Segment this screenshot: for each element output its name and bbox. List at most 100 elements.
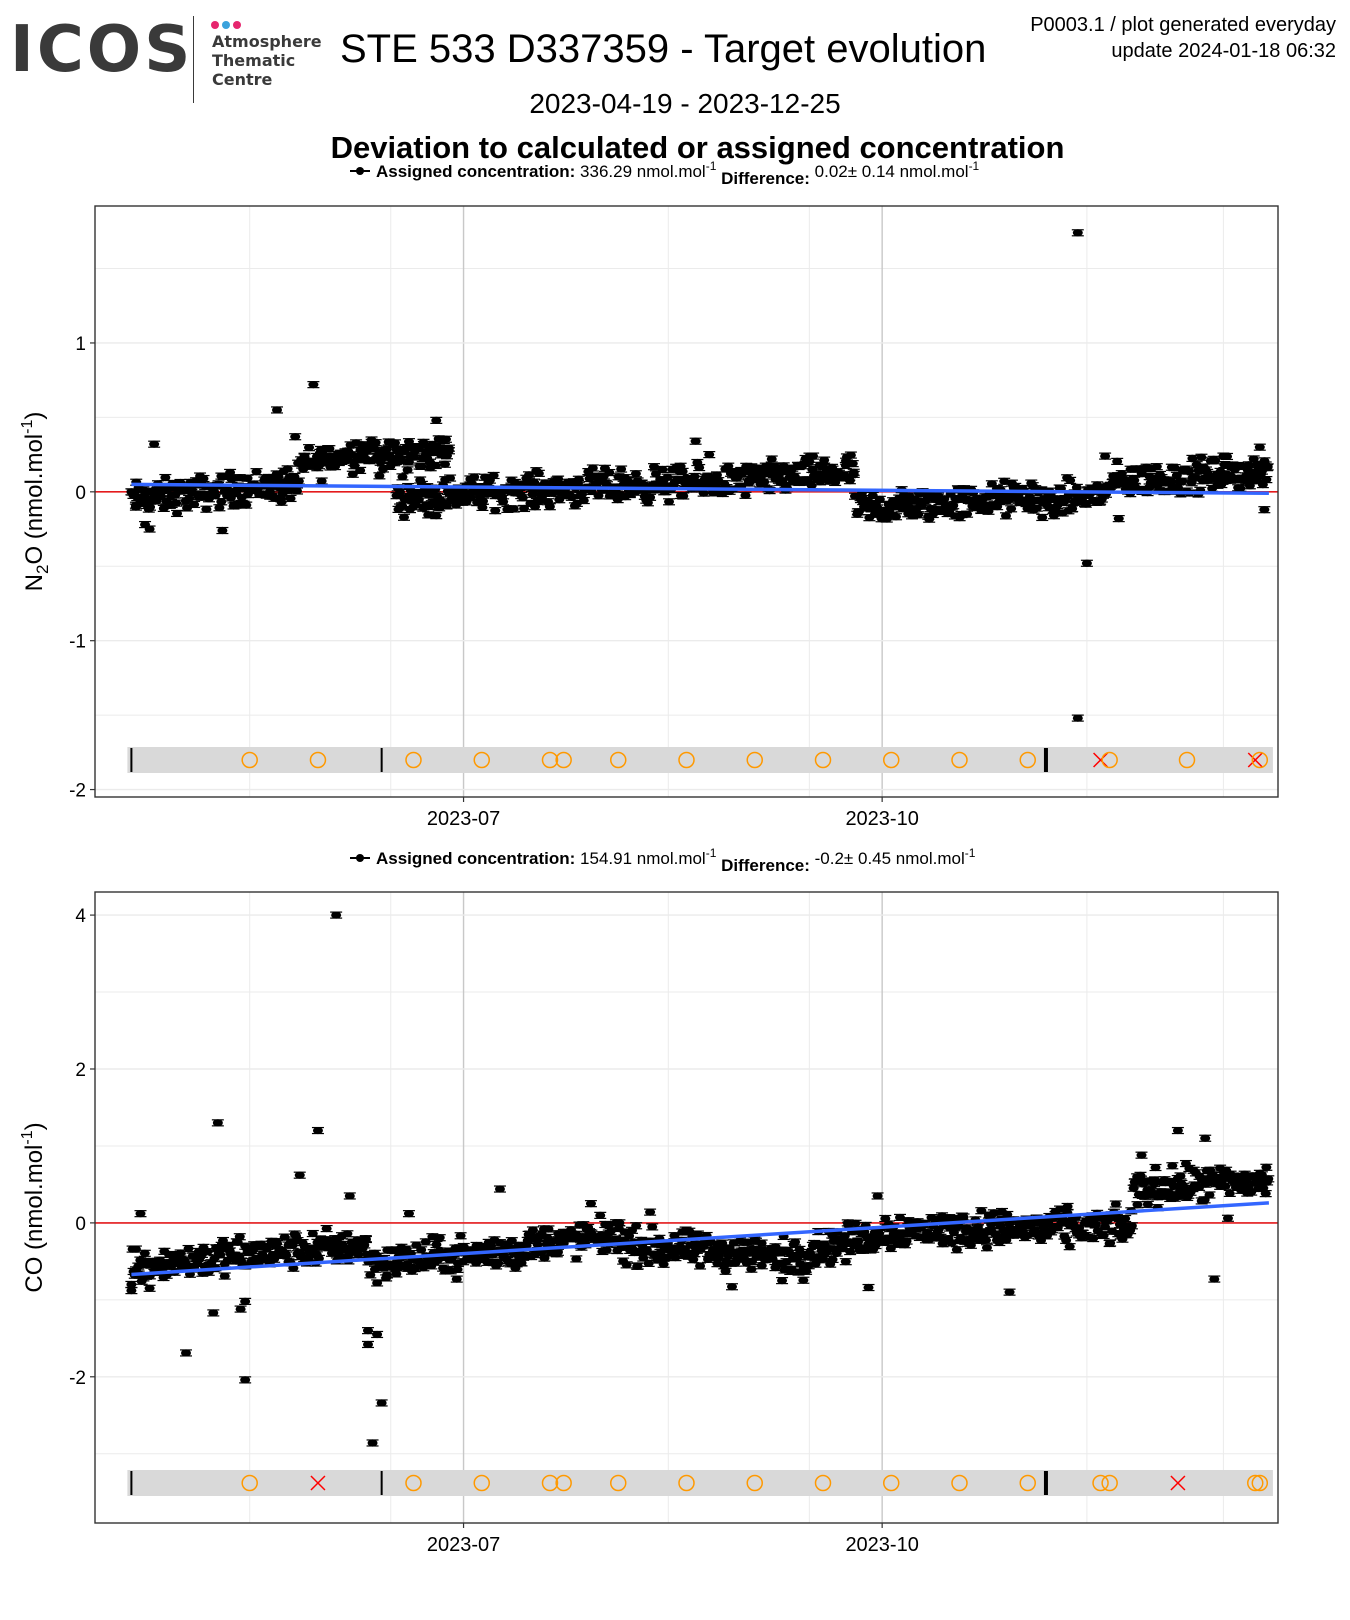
data-point: [366, 1439, 379, 1447]
data-point: [797, 1276, 810, 1284]
data-point: [275, 498, 288, 506]
data-point: [451, 1265, 464, 1273]
data-point: [890, 513, 903, 521]
event-circle: [541, 751, 559, 769]
data-point: [1111, 457, 1124, 465]
data-point: [240, 501, 253, 509]
y-tick-label: 1: [75, 334, 86, 355]
data-point: [359, 1235, 372, 1244]
data-point: [871, 1192, 884, 1200]
data-point: [844, 451, 857, 459]
data-point: [1217, 452, 1230, 460]
data-point: [271, 1240, 284, 1248]
data-point: [693, 463, 706, 472]
data-point: [1131, 1201, 1144, 1209]
chart-panel-n2o: Assigned concentration: 336.29 nmol.mol-…: [19, 159, 1279, 830]
data-point: [216, 526, 229, 535]
data-point: [450, 1275, 463, 1283]
update-note: update 2024-01-18 06:32: [1111, 40, 1336, 62]
data-point: [215, 498, 228, 506]
logo-dots: [211, 16, 244, 34]
event-circle: [678, 751, 695, 769]
data-point: [148, 440, 161, 448]
data-point: [1209, 457, 1222, 465]
data-point: [586, 464, 599, 472]
data-point: [1061, 1202, 1074, 1211]
x-tick-label: 2023-07: [427, 808, 500, 830]
plot-border: [94, 891, 1279, 1524]
data-point: [477, 497, 490, 505]
data-point: [1099, 452, 1112, 460]
data-point: [765, 455, 778, 463]
data-point: [138, 1249, 151, 1257]
data-point: [129, 501, 142, 509]
data-point: [433, 1234, 446, 1242]
event-circle: [309, 751, 327, 769]
data-point: [401, 466, 414, 474]
data-point: [726, 1283, 738, 1291]
logo-subtitle: Atmosphere Thematic Centre: [212, 32, 322, 89]
data-point: [271, 406, 283, 414]
data-point: [1060, 1236, 1073, 1244]
chart-legend: Assigned concentration: 336.29 nmol.mol-…: [350, 159, 980, 188]
data-point: [630, 1222, 643, 1230]
logo-dot-2: [222, 21, 230, 29]
data-point: [1149, 1163, 1162, 1172]
icos-logo: ICOS: [10, 13, 194, 87]
legend-text: Assigned concentration: 154.91 nmol.mol-…: [376, 846, 976, 875]
data-point: [209, 492, 222, 500]
event-circle: [610, 751, 627, 769]
data-point: [476, 503, 489, 512]
event-circle: [883, 751, 900, 769]
data-point: [615, 465, 628, 473]
data-point: [362, 1327, 374, 1335]
data-point: [1203, 1191, 1216, 1199]
event-circle: [555, 751, 572, 769]
data-point: [434, 446, 447, 454]
data-point: [224, 468, 237, 477]
logo-subtitle-line: Thematic: [212, 51, 296, 70]
data-point: [1195, 453, 1208, 461]
y-tick-label: -2: [69, 1368, 86, 1389]
data-point: [600, 1246, 613, 1254]
data-point: [362, 1340, 374, 1349]
data-point: [125, 1287, 138, 1295]
data-point: [1186, 454, 1199, 463]
data-point: [1070, 483, 1083, 492]
logo-dot-1: [211, 21, 219, 29]
y-tick-label: -2: [69, 781, 86, 802]
data-point: [818, 456, 831, 464]
data-point: [1097, 1231, 1110, 1240]
data-point: [739, 491, 752, 499]
event-circle: [241, 751, 258, 769]
data-point: [826, 1255, 839, 1264]
data-point: [1071, 229, 1084, 237]
data-point: [1221, 1214, 1234, 1222]
data-point: [250, 468, 263, 476]
data-point: [291, 487, 304, 495]
data-point: [239, 1376, 252, 1384]
data-point: [1104, 1239, 1117, 1247]
data-point: [980, 1244, 993, 1252]
data-point: [912, 511, 925, 519]
data-point: [143, 525, 156, 533]
data-point: [439, 435, 452, 443]
chart-panel-co: Assigned concentration: 154.91 nmol.mol-…: [19, 846, 1279, 1556]
date-range: 2023-04-19 - 2023-12-25: [529, 88, 841, 119]
data-point: [311, 1126, 324, 1135]
data-point: [758, 478, 771, 486]
logo-subtitle-line: Atmosphere: [212, 32, 322, 51]
data-point: [663, 498, 676, 506]
data-point: [188, 500, 201, 509]
data-point: [1003, 1288, 1016, 1296]
data-point: [429, 461, 442, 470]
data-point: [999, 512, 1012, 520]
data-point: [497, 498, 510, 506]
data-point: [1135, 1151, 1148, 1159]
data-point: [371, 1330, 384, 1339]
data-point: [703, 451, 716, 459]
x-tick-label: 2023-10: [845, 808, 918, 830]
data-point: [390, 1270, 403, 1278]
data-point: [143, 503, 156, 511]
